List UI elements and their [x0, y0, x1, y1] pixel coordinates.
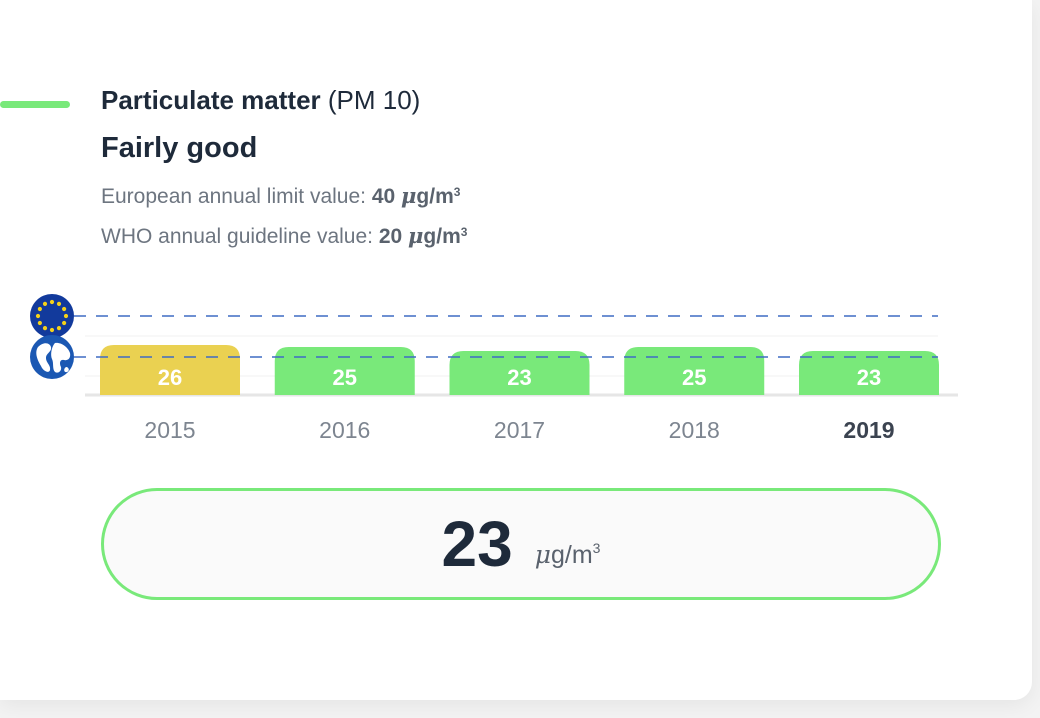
eu-limit-unit-exp: 3 [453, 185, 461, 199]
current-unit-base: g/m [550, 541, 593, 569]
eu-limit-label: European annual limit value: [101, 185, 372, 208]
bar-value-label-2018: 25 [682, 365, 706, 390]
year-label-2019: 2019 [843, 417, 894, 443]
who-limit-value-group: 20 μg/m3 [378, 223, 468, 248]
yearly-bar-chart: 26 25 23 25 23 2015 2016 2017 2018 2019 [0, 290, 1040, 460]
bar-2015 [100, 345, 240, 395]
who-limit-value: 20 [378, 225, 403, 248]
eu-limit-unit: g/m [416, 185, 454, 208]
who-limit-text: WHO annual guideline value: 20 μg/m3 [101, 219, 467, 250]
eu-limit-text: European annual limit value: 40 μg/m3 [101, 179, 460, 210]
current-value: 23 [441, 508, 513, 580]
eu-limit-value: 40 [371, 185, 396, 208]
eu-star [56, 301, 62, 306]
eu-star [37, 306, 42, 312]
chart-bars [100, 345, 939, 395]
year-label-2015: 2015 [144, 417, 195, 443]
pollutant-card: Particulate matter (PM 10) Fairly good E… [0, 0, 1032, 700]
eu-star [35, 313, 41, 319]
current-unit: μg/m3 [535, 540, 601, 570]
eu-limit-value-group: 40 μg/m3 [371, 183, 461, 208]
reference-icons [30, 294, 74, 379]
bar-2017 [449, 351, 590, 395]
bar-value-label-2015: 26 [158, 365, 182, 390]
bar-value-label-2017: 23 [507, 365, 531, 390]
quality-status: Fairly good [101, 132, 258, 164]
reference-lines [74, 315, 938, 358]
globe-icon [30, 335, 74, 379]
bar-2016 [274, 347, 415, 395]
pollutant-title: Particulate matter (PM 10) [101, 84, 420, 116]
current-unit-exp: 3 [592, 540, 601, 556]
bar-value-label-2016: 25 [333, 365, 357, 390]
pollutant-code: (PM 10) [320, 85, 421, 115]
eu-flag-icon [30, 294, 74, 338]
eu-star [63, 313, 69, 319]
year-label-2018: 2018 [669, 417, 720, 443]
year-label-2017: 2017 [494, 417, 545, 443]
status-accent-bar [0, 101, 70, 108]
bar-value-labels: 26 25 23 25 23 [158, 365, 881, 390]
eu-star [56, 326, 62, 331]
eu-star [49, 299, 55, 305]
year-labels: 2015 2016 2017 2018 2019 [144, 417, 894, 443]
who-limit-label: WHO annual guideline value: [101, 225, 379, 248]
eu-limit-unit-mu: μ [401, 183, 417, 208]
current-value-display: 23 μg/m3 [101, 488, 941, 600]
pollutant-name: Particulate matter [101, 85, 321, 115]
eu-star [42, 326, 48, 331]
current-unit-mu: μ [534, 540, 551, 569]
eu-star [37, 320, 42, 326]
bar-value-label-2019: 23 [857, 365, 881, 390]
who-limit-unit-exp: 3 [460, 225, 468, 239]
eu-star [62, 320, 67, 326]
year-label-2016: 2016 [319, 417, 370, 443]
eu-star [49, 327, 55, 333]
eu-star [42, 301, 48, 306]
eu-star [62, 306, 67, 312]
who-limit-unit: g/m [423, 225, 461, 248]
bar-2019 [799, 351, 939, 395]
chart-svg: 26 25 23 25 23 2015 2016 2017 2018 2019 [30, 294, 958, 443]
bar-2018 [624, 347, 765, 395]
who-limit-unit-mu: μ [408, 223, 424, 248]
